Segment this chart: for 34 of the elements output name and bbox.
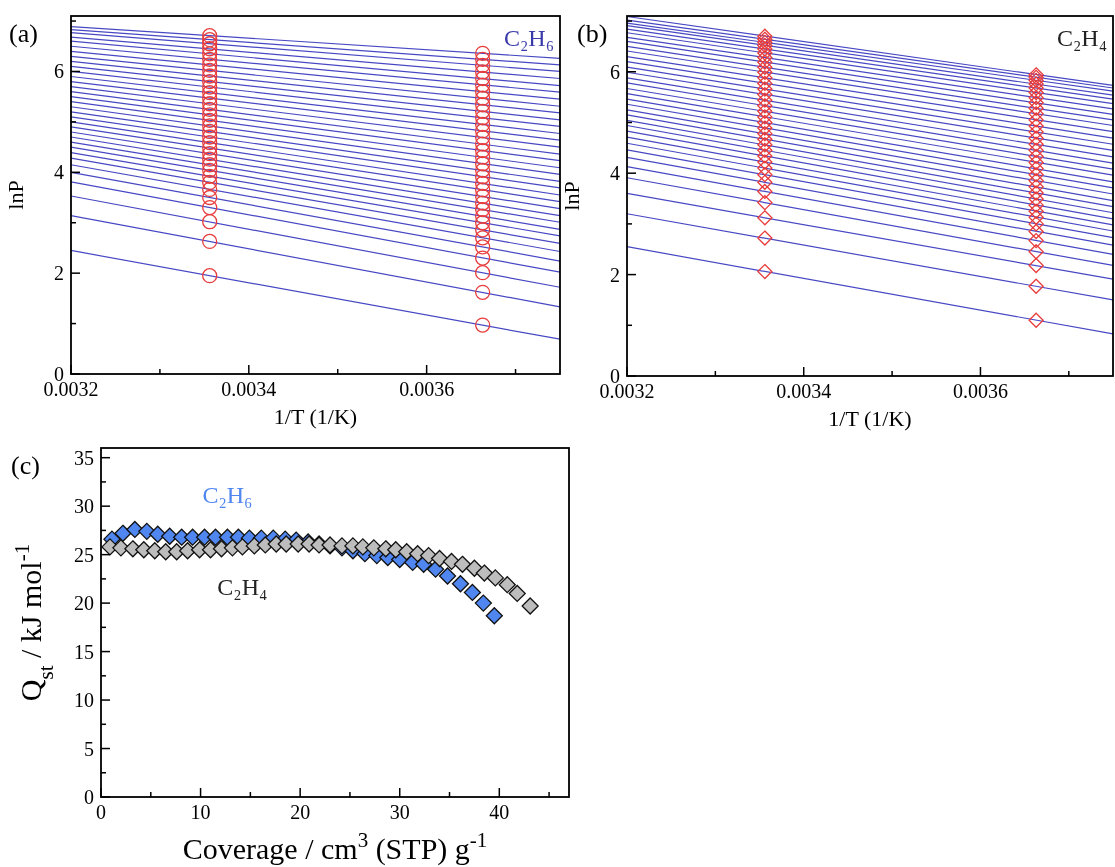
annotation: C₂H₆ [503,25,554,51]
y-tick-label: 6 [54,60,64,83]
x-axis-title: 1/T (1/K) [273,404,358,429]
y-tick-label: 25 [74,543,94,566]
chart-title: (a) [9,19,38,48]
y-tick-label: 4 [54,161,64,184]
x-axis-title: 1/T (1/K) [828,406,912,431]
y-tick-label: 10 [74,689,94,712]
y-tick-label: 15 [74,640,94,663]
chart-title: (c) [11,451,40,480]
annotation: C₂H₄ [1056,25,1107,51]
y-tick-label: 2 [610,263,620,286]
y-tick-label: 4 [610,162,620,185]
x-tick-label: 0.0036 [399,378,455,400]
chart-title: (b) [577,19,608,48]
y-tick-label: 5 [84,737,94,760]
x-tick-label: 0.0036 [952,380,1008,402]
y-tick-label: 0 [84,786,94,808]
x-tick-label: 20 [290,801,311,823]
x-tick-label: 30 [389,801,410,823]
x-tick-label: 40 [489,801,510,823]
y-tick-label: 20 [74,592,94,615]
x-tick-label: 0.0034 [776,380,832,402]
x-tick-label: 0.0034 [221,378,277,400]
series-label: C₂H₄ [217,573,268,600]
x-axis-title: Coverage / cm$^{3}$ (STP) g$^{-1}$ [182,828,488,866]
y-tick-label: 35 [74,446,94,469]
series-label: C₂H₆ [202,482,253,509]
y-tick-label: 2 [54,262,64,285]
y-axis-title: lnP [3,180,28,210]
y-axis-title: lnP [559,181,584,211]
y-tick-label: 6 [610,60,620,83]
x-tick-label: 10 [190,801,211,823]
y-tick-label: 30 [74,495,94,518]
